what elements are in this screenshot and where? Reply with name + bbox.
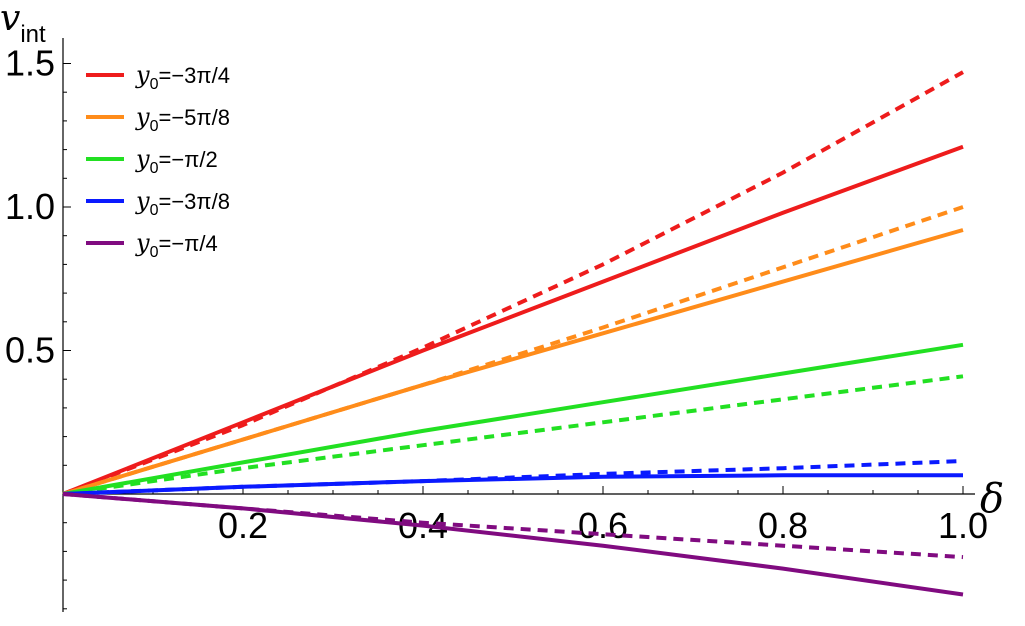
x-tick-label: 0.6 <box>578 505 628 546</box>
y-axis-title: vint <box>0 0 46 48</box>
legend-entry-label: y0=−π/4 <box>135 229 218 261</box>
series-dashed-line <box>62 374 964 496</box>
series-dashed-line <box>62 70 964 496</box>
y-tick-label: 1.0 <box>5 186 55 227</box>
legend-entry-label: y0=−3π/4 <box>135 61 230 93</box>
x-tick-label: 0.8 <box>758 505 808 546</box>
x-axis-title: δ <box>980 476 1004 522</box>
legend-entry-label: y0=−π/2 <box>135 145 218 177</box>
x-tick-label: 1.0 <box>938 505 988 546</box>
series-solid-line <box>62 473 963 496</box>
series-solid-line <box>62 228 964 496</box>
legend-entry-label: y0=−5π/8 <box>135 103 230 135</box>
series-dashed-line <box>62 492 964 560</box>
y-tick-label: 1.5 <box>5 43 55 84</box>
series-solid-line <box>62 492 964 597</box>
legend: y0=−3π/4 y0=−5π/8 y0=−π/2 y0=−3π/8 y0=−π/4 <box>86 61 230 261</box>
plot-lines <box>62 70 964 597</box>
y-tick-label: 0.5 <box>5 330 55 371</box>
series-solid-line <box>62 342 964 496</box>
legend-entry-label: y0=−3π/8 <box>135 187 230 219</box>
series-solid-line <box>62 144 964 496</box>
